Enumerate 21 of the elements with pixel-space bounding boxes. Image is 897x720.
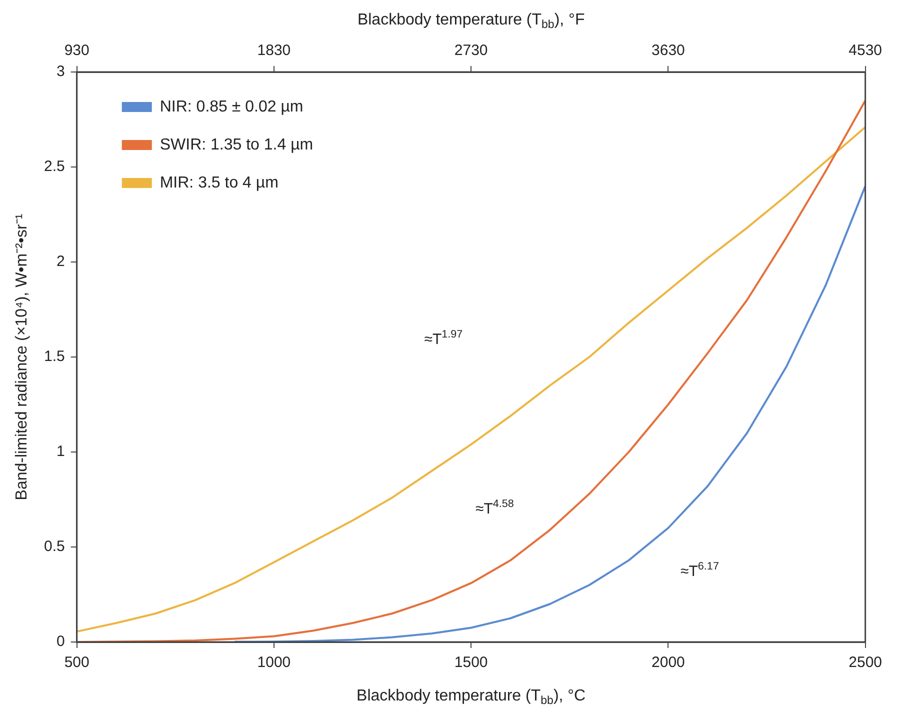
- x2-tick-label: 3630: [652, 42, 685, 60]
- x-tick-label: 1500: [454, 654, 488, 672]
- y-tick-label: 0.5: [44, 538, 65, 556]
- y-tick-label: 0: [56, 633, 65, 650]
- x2-tick-label: 4530: [848, 42, 882, 60]
- x-tick-label: 2000: [652, 654, 685, 672]
- x-tick-label: 500: [64, 654, 90, 672]
- x-tick-label: 2500: [848, 654, 882, 672]
- x2-tick-label: 2730: [454, 42, 488, 60]
- legend-label: SWIR: 1.35 to 1.4 µm: [160, 136, 314, 154]
- legend-label: MIR: 3.5 to 4 µm: [160, 174, 278, 192]
- y-tick-label: 1.5: [44, 348, 65, 366]
- x2-tick-label: 930: [64, 42, 90, 60]
- x-tick-label: 1000: [257, 654, 291, 672]
- y-tick-label: 3: [56, 63, 65, 80]
- y-axis-title: Band-limited radiance (×10⁴), W•m⁻²•sr⁻¹: [13, 214, 30, 500]
- y-tick-label: 1: [56, 443, 65, 460]
- y-tick-label: 2.5: [44, 158, 65, 176]
- x2-tick-label: 1830: [257, 42, 291, 60]
- y-tick-label: 2: [56, 253, 65, 270]
- legend-label: NIR: 0.85 ± 0.02 µm: [160, 98, 304, 116]
